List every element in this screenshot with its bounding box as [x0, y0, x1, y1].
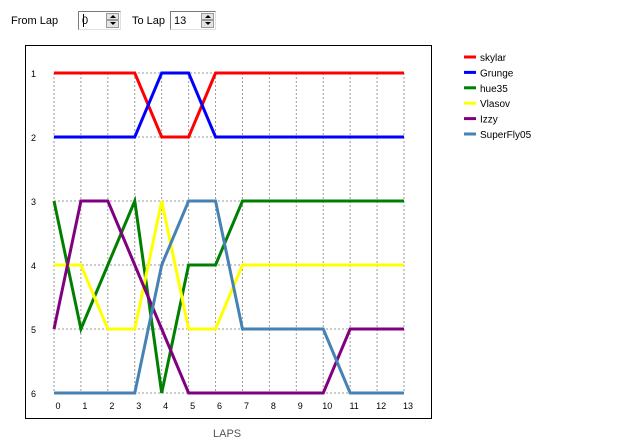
x-tick-label: 9 [298, 401, 303, 411]
y-tick-label: 6 [31, 389, 36, 399]
legend-label: skylar [480, 53, 507, 64]
x-tick-label: 5 [190, 401, 195, 411]
lap-range-toolbar: From Lap 0 To Lap 13 [0, 0, 632, 34]
arrow-down-icon [110, 22, 116, 25]
arrow-up-icon [205, 15, 211, 18]
y-tick-label: 2 [31, 133, 36, 143]
series-line-vlasov [54, 200, 404, 331]
x-tick-label: 11 [349, 401, 358, 411]
series-line-hue35 [52, 195, 404, 394]
series-line-grunge [54, 71, 404, 139]
x-tick-label: 10 [322, 401, 332, 411]
x-tick-label: 1 [82, 401, 87, 411]
text-caret [83, 14, 84, 27]
legend-label: hue35 [480, 84, 508, 95]
to-lap-label: To Lap [132, 15, 166, 27]
legend-label: Vlasov [480, 99, 510, 110]
x-tick-label: 2 [109, 401, 114, 411]
series-line-superfly05 [54, 199, 404, 395]
from-lap-decrement-button[interactable] [106, 20, 119, 28]
x-tick-label: 13 [403, 401, 413, 411]
from-lap-value[interactable]: 0 [82, 15, 89, 27]
legend-label: Izzy [480, 115, 498, 126]
to-lap-spinner[interactable]: 13 [170, 11, 216, 30]
x-tick-label: 4 [163, 401, 168, 411]
y-tick-label: 3 [31, 197, 36, 207]
from-lap-spinner[interactable]: 0 [78, 11, 121, 30]
from-lap-spin-buttons [106, 13, 119, 28]
legend-label: Grunge [480, 68, 514, 79]
x-tick-label: 8 [271, 401, 276, 411]
series-line-skylar [54, 71, 404, 139]
arrow-down-icon [205, 22, 211, 25]
x-tick-label: 0 [55, 401, 60, 411]
y-tick-label: 5 [31, 325, 36, 335]
series-line-izzy [52, 199, 404, 395]
to-lap-value[interactable]: 13 [174, 15, 187, 27]
y-tick-label: 1 [31, 69, 36, 79]
x-tick-label: 7 [244, 401, 249, 411]
from-lap-increment-button[interactable] [106, 13, 119, 20]
to-lap-decrement-button[interactable] [201, 20, 214, 28]
y-tick-label: 4 [31, 261, 36, 271]
x-tick-label: 3 [136, 401, 141, 411]
from-lap-label: From Lap [11, 15, 59, 27]
to-lap-spin-buttons [201, 13, 214, 28]
x-tick-label: 12 [376, 401, 386, 411]
x-tick-label: 6 [217, 401, 222, 411]
x-axis-title: LAPS [213, 428, 242, 440]
legend-label: SuperFly05 [480, 130, 532, 141]
arrow-up-icon [110, 15, 116, 18]
to-lap-increment-button[interactable] [201, 13, 214, 20]
